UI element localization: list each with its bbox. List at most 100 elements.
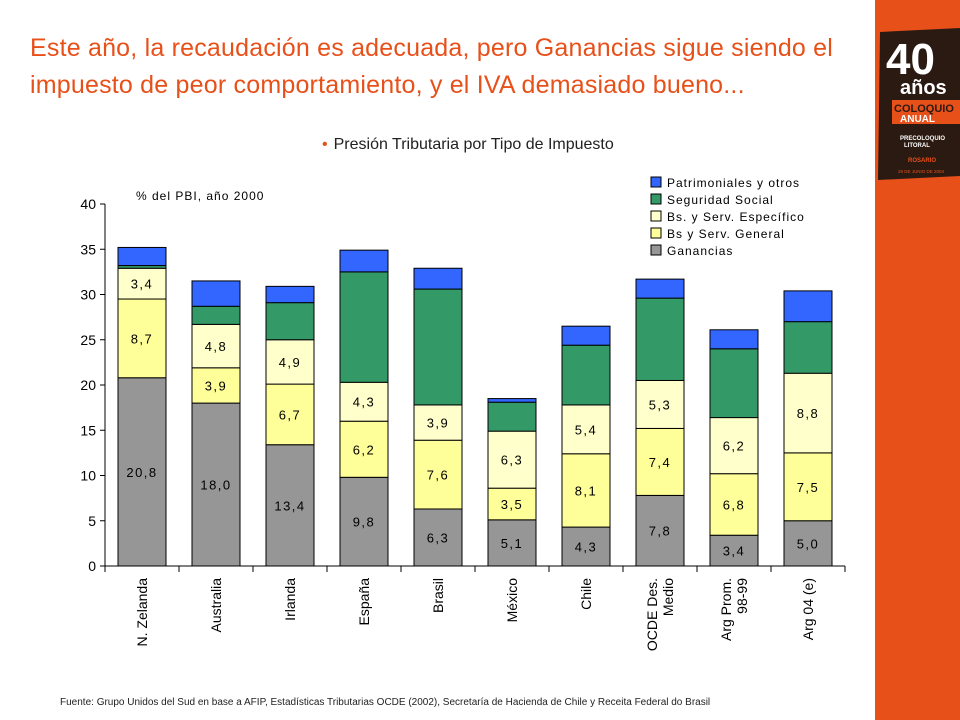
category-label-line: N. Zelanda xyxy=(134,578,150,647)
bar-segment xyxy=(413,288,463,406)
bar-segment xyxy=(117,377,167,567)
legend-label: Seguridad Social xyxy=(667,193,774,207)
data-label: 6,8 xyxy=(723,497,746,512)
category-label-line: Brasil xyxy=(430,578,446,613)
category-label: Australia xyxy=(208,578,224,633)
stacked-bar-chart: 0 5 10 15 20 25 30 35 40 % del PBI, año 2000 N. Ze… xyxy=(80,176,846,651)
category-label: México xyxy=(504,578,520,623)
legend-swatch xyxy=(650,210,662,222)
category-label-text: México xyxy=(504,578,520,623)
data-label: 6,2 xyxy=(353,442,376,457)
category-label-text: España xyxy=(356,578,372,626)
data-label: 20,8 xyxy=(126,465,157,480)
data-label: 8,8 xyxy=(797,406,820,421)
bar-segment xyxy=(635,278,685,299)
bar-segment xyxy=(783,452,833,522)
bar-segment xyxy=(709,534,759,567)
logo-line3: PRECOLOQUIO xyxy=(900,136,945,142)
bar-segment xyxy=(265,302,315,341)
category-label-line: 98-99 xyxy=(734,578,750,614)
bar-segment xyxy=(561,453,611,528)
category-label-text: Arg Prom.98-99 xyxy=(718,578,750,641)
category-label-line: México xyxy=(504,578,520,623)
legend-swatch xyxy=(650,244,662,256)
data-label: 7,6 xyxy=(427,468,450,483)
bar-segment xyxy=(191,402,241,567)
bullet-icon: • xyxy=(322,136,328,153)
logo-number: 40 xyxy=(886,35,935,84)
bar-segment xyxy=(117,298,167,379)
logo-date: 29 DE JUNIO DE 2004 xyxy=(898,169,945,174)
bar-segment xyxy=(487,401,537,432)
data-label: 13,4 xyxy=(274,498,305,513)
category-label-text: Irlanda xyxy=(282,578,298,621)
bar-segment xyxy=(339,420,389,478)
data-label: 4,9 xyxy=(279,355,302,370)
category-label-line: Chile xyxy=(578,578,594,610)
category-label-text: N. Zelanda xyxy=(134,578,150,647)
bar-segment xyxy=(117,246,167,267)
headline: Este año, la recaudación es adecuada, pe… xyxy=(30,34,834,99)
y-axis-label: % del PBI, año 2000 xyxy=(136,189,264,203)
bar-segment xyxy=(709,329,759,350)
bar-segment xyxy=(561,344,611,406)
data-label: 8,7 xyxy=(131,331,154,346)
bar-segment xyxy=(265,383,315,446)
data-label: 3,4 xyxy=(131,277,154,292)
data-label: 5,1 xyxy=(501,536,524,551)
logo-line4: LITORAL xyxy=(904,143,930,149)
chart-subtitle-text: Presión Tributaria por Tipo de Impuesto xyxy=(333,136,614,153)
data-label: 18,0 xyxy=(200,478,231,493)
data-label: 3,9 xyxy=(427,416,450,431)
bar-segment xyxy=(339,381,389,422)
bar-segment xyxy=(783,321,833,374)
bar-segment xyxy=(339,249,389,273)
data-label: 6,3 xyxy=(501,453,524,468)
bar-segment xyxy=(191,305,241,325)
legend-swatch xyxy=(650,176,662,188)
category-label: Chile xyxy=(578,578,594,610)
logo-years: años xyxy=(900,77,947,99)
category-label-text: Brasil xyxy=(430,578,446,613)
data-label: 4,3 xyxy=(575,540,598,555)
bar-segment xyxy=(265,444,315,567)
bar-segment xyxy=(339,271,389,383)
data-label: 5,4 xyxy=(575,422,598,437)
data-label: 9,8 xyxy=(353,515,376,530)
chart-subtitle: • Presión Tributaria por Tipo de Impuesto xyxy=(322,136,614,154)
bar-segment xyxy=(191,323,241,369)
bar-segment xyxy=(487,487,537,521)
bar-segment xyxy=(117,267,167,300)
colloquium-logo: 40 años COLOQUIO ANUAL PRECOLOQUIO LITOR… xyxy=(878,28,960,180)
bar-segment xyxy=(487,398,537,403)
bar-segment xyxy=(783,372,833,454)
data-label: 6,3 xyxy=(427,530,450,545)
category-label-line: Australia xyxy=(208,578,224,633)
y-tick-label: 30 xyxy=(80,287,96,303)
data-label: 4,8 xyxy=(205,339,228,354)
category-label-line: OCDE Des. xyxy=(644,578,660,651)
data-label: 3,4 xyxy=(723,544,746,559)
data-label: 5,0 xyxy=(797,536,820,551)
y-tick-label: 5 xyxy=(88,513,96,529)
category-label: Arg 04 (e) xyxy=(800,578,816,640)
category-label: Irlanda xyxy=(282,578,298,621)
bar-segment xyxy=(783,290,833,323)
legend: Patrimoniales y otros Seguridad Social Bs.… xyxy=(650,176,804,258)
bar-segment xyxy=(635,494,685,567)
bar-segment xyxy=(191,367,241,404)
bar-segment xyxy=(561,404,611,455)
data-label: 3,9 xyxy=(205,378,228,393)
data-label: 8,1 xyxy=(575,483,598,498)
y-tick-label: 15 xyxy=(80,422,96,438)
bar-segment xyxy=(709,417,759,475)
category-label-line: Arg 04 (e) xyxy=(800,578,816,640)
bar-segment xyxy=(635,379,685,429)
data-label: 7,8 xyxy=(649,524,672,539)
logo-line2: ANUAL xyxy=(900,114,935,125)
bar-segment xyxy=(561,325,611,346)
data-label: 4,3 xyxy=(353,395,376,410)
legend-swatch xyxy=(650,193,662,205)
y-tick-label: 25 xyxy=(80,332,96,348)
category-label-text: Chile xyxy=(578,578,594,610)
